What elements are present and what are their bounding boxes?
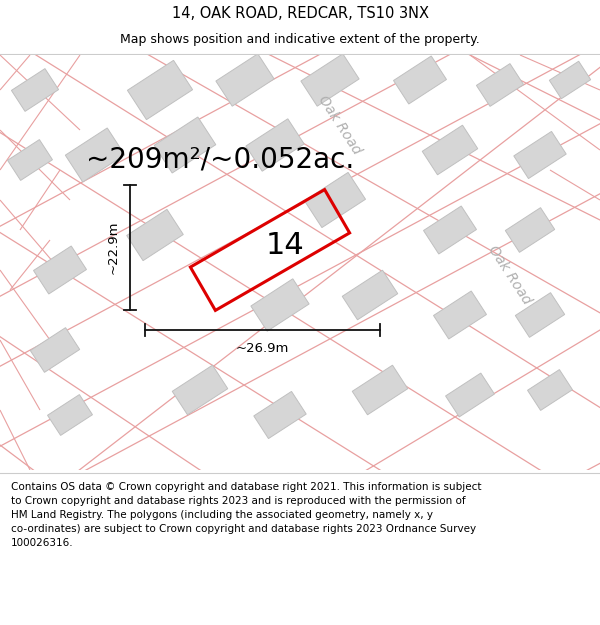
Polygon shape — [216, 54, 274, 106]
Text: Oak Road: Oak Road — [316, 93, 364, 157]
Polygon shape — [527, 369, 572, 411]
Polygon shape — [31, 328, 80, 372]
Polygon shape — [352, 365, 408, 415]
Text: ~22.9m: ~22.9m — [107, 221, 120, 274]
Polygon shape — [304, 173, 365, 228]
Polygon shape — [515, 292, 565, 338]
Polygon shape — [127, 61, 193, 119]
Text: ~209m²/~0.052ac.: ~209m²/~0.052ac. — [86, 146, 354, 174]
Polygon shape — [342, 270, 398, 320]
Text: ~26.9m: ~26.9m — [236, 342, 289, 355]
Polygon shape — [11, 69, 59, 111]
Polygon shape — [505, 208, 554, 252]
Polygon shape — [127, 209, 183, 261]
Polygon shape — [301, 54, 359, 106]
Polygon shape — [154, 117, 216, 173]
Polygon shape — [514, 131, 566, 179]
Polygon shape — [172, 365, 228, 415]
Polygon shape — [550, 61, 590, 99]
Polygon shape — [246, 119, 304, 171]
Text: Map shows position and indicative extent of the property.: Map shows position and indicative extent… — [120, 33, 480, 46]
Polygon shape — [422, 125, 478, 175]
Text: Oak Road: Oak Road — [486, 243, 534, 307]
Text: 14: 14 — [266, 231, 304, 259]
Polygon shape — [394, 56, 446, 104]
Polygon shape — [434, 291, 487, 339]
Polygon shape — [424, 206, 476, 254]
Polygon shape — [446, 373, 494, 417]
Polygon shape — [476, 64, 524, 106]
Polygon shape — [47, 394, 92, 436]
Polygon shape — [254, 391, 306, 439]
Polygon shape — [34, 246, 86, 294]
Polygon shape — [65, 128, 125, 182]
Text: Contains OS data © Crown copyright and database right 2021. This information is : Contains OS data © Crown copyright and d… — [11, 482, 481, 548]
Text: 14, OAK ROAD, REDCAR, TS10 3NX: 14, OAK ROAD, REDCAR, TS10 3NX — [172, 6, 428, 21]
Polygon shape — [8, 139, 52, 181]
Polygon shape — [251, 279, 309, 331]
